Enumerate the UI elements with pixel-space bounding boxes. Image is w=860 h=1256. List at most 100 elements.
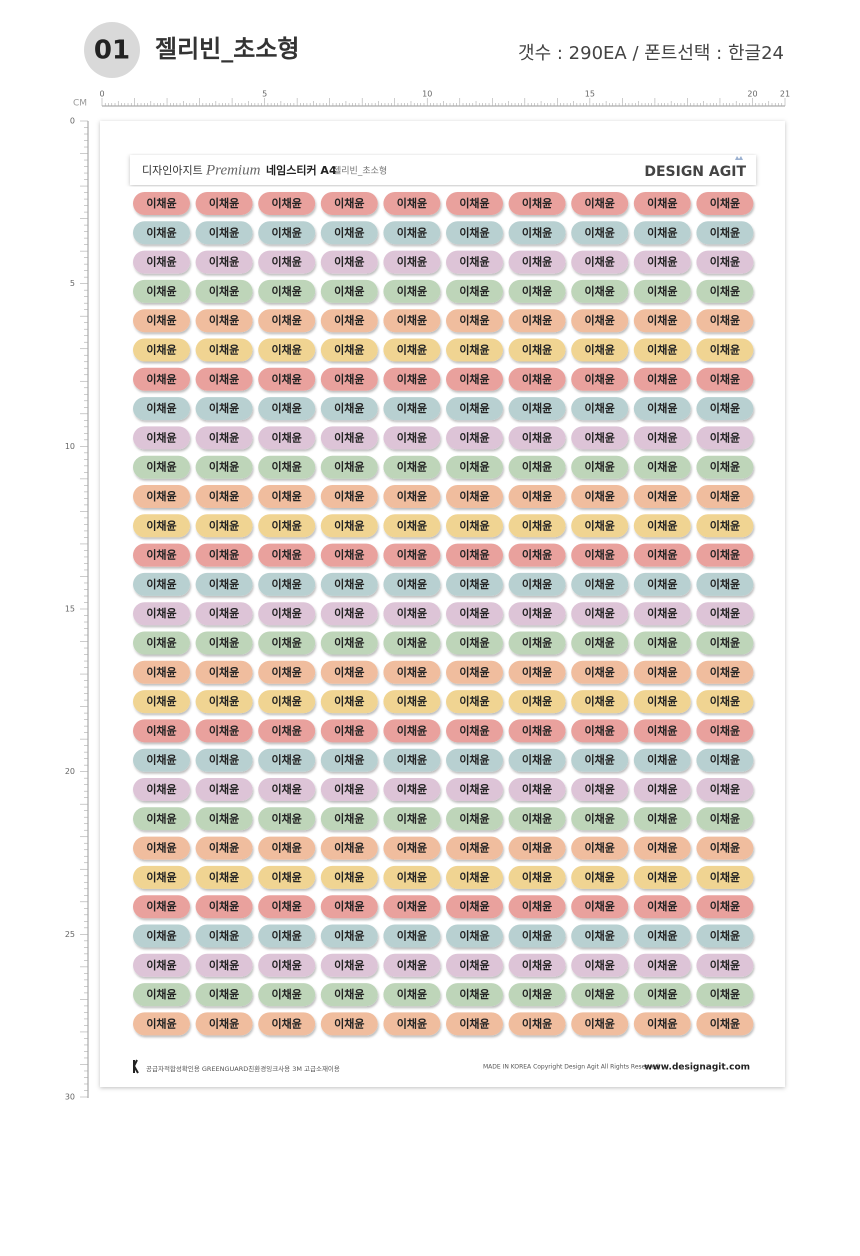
sticker xyxy=(571,719,629,743)
sticker-label: 이채윤 xyxy=(334,401,364,415)
sticker-label: 이채윤 xyxy=(209,929,239,943)
sticker xyxy=(508,309,566,333)
sticker xyxy=(133,309,190,333)
sticker-label: 이채윤 xyxy=(710,343,740,357)
sticker xyxy=(320,631,378,655)
sticker xyxy=(258,660,316,684)
sticker-label: 이채윤 xyxy=(334,313,364,327)
sticker-label: 이채윤 xyxy=(272,899,302,913)
sticker xyxy=(571,367,629,391)
sticker-label: 이채윤 xyxy=(647,929,677,943)
sticker-label: 이채윤 xyxy=(585,313,615,327)
sticker-label: 이채윤 xyxy=(209,782,239,796)
sticker-label: 이채윤 xyxy=(647,723,677,737)
sticker xyxy=(133,338,190,362)
sticker-label: 이채윤 xyxy=(522,782,552,796)
sticker xyxy=(195,690,253,714)
sticker-label: 이채윤 xyxy=(459,548,489,562)
ruler-label: 0 xyxy=(70,117,75,126)
sticker xyxy=(383,455,441,479)
sticker-label: 이채윤 xyxy=(146,606,176,620)
sticker xyxy=(258,836,316,860)
sticker xyxy=(508,690,566,714)
sticker-label: 이채윤 xyxy=(334,548,364,562)
sticker xyxy=(446,192,503,215)
sticker xyxy=(696,748,754,772)
sticker-label: 이채윤 xyxy=(710,284,740,298)
sticker xyxy=(571,602,629,626)
sticker xyxy=(696,426,754,450)
sticker-label: 이채윤 xyxy=(334,577,364,591)
sticker xyxy=(195,338,253,362)
sticker-label: 이채윤 xyxy=(459,196,489,210)
sticker-label: 이채윤 xyxy=(146,753,176,767)
logo: DESIGN AGIT xyxy=(644,164,746,180)
sticker-label: 이채윤 xyxy=(272,343,302,357)
sticker xyxy=(446,572,503,596)
sticker xyxy=(633,367,691,391)
sticker-label: 이채윤 xyxy=(397,460,427,474)
sticker xyxy=(571,221,629,245)
sticker xyxy=(633,1012,691,1036)
sticker-label: 이채윤 xyxy=(397,489,427,503)
sticker xyxy=(696,602,754,626)
sticker xyxy=(320,572,378,596)
sticker xyxy=(195,836,253,860)
sticker-label: 이채윤 xyxy=(272,929,302,943)
sticker xyxy=(571,455,629,479)
sticker xyxy=(571,748,629,772)
sticker-label: 이채윤 xyxy=(397,782,427,796)
sticker xyxy=(133,192,190,215)
sticker xyxy=(633,748,691,772)
sticker xyxy=(696,953,754,977)
sticker xyxy=(320,865,378,889)
sticker xyxy=(633,836,691,860)
sticker-label: 이채윤 xyxy=(334,694,364,708)
sticker-label: 이채윤 xyxy=(459,1016,489,1030)
sticker xyxy=(508,221,566,245)
sticker xyxy=(633,807,691,831)
sticker-label: 이채윤 xyxy=(209,958,239,972)
sticker xyxy=(446,924,503,948)
sticker xyxy=(633,485,691,508)
sticker xyxy=(571,807,629,831)
sticker-label: 이채윤 xyxy=(585,899,615,913)
sticker-label: 이채윤 xyxy=(647,782,677,796)
sticker xyxy=(571,250,629,274)
sticker-label: 이채윤 xyxy=(647,870,677,884)
ruler-unit: CM xyxy=(73,99,87,109)
sticker xyxy=(320,748,378,772)
sticker-label: 이채윤 xyxy=(585,636,615,650)
sticker xyxy=(571,778,629,801)
sticker-label: 이채윤 xyxy=(522,313,552,327)
sticker xyxy=(571,426,629,450)
sticker xyxy=(383,250,441,274)
sticker-label: 이채윤 xyxy=(209,636,239,650)
ruler-label: 30 xyxy=(65,1093,75,1102)
sticker-label: 이채윤 xyxy=(334,636,364,650)
sticker xyxy=(508,807,566,831)
sticker xyxy=(696,719,754,743)
sticker xyxy=(508,1012,566,1036)
sticker xyxy=(133,221,190,245)
sticker-label: 이채윤 xyxy=(334,958,364,972)
sticker-label: 이채윤 xyxy=(209,1016,239,1030)
sticker-label: 이채윤 xyxy=(397,1016,427,1030)
sticker xyxy=(446,836,503,860)
sticker xyxy=(696,338,754,362)
sticker xyxy=(383,953,441,977)
sticker-label: 이채윤 xyxy=(209,255,239,269)
sticker-label: 이채윤 xyxy=(459,841,489,855)
sticker-label: 이채윤 xyxy=(209,284,239,298)
sticker-label: 이채윤 xyxy=(272,811,302,825)
sticker xyxy=(383,836,441,860)
sticker-label: 이채윤 xyxy=(647,636,677,650)
sticker-label: 이채윤 xyxy=(146,870,176,884)
sticker-label: 이채윤 xyxy=(522,577,552,591)
sticker-label: 이채윤 xyxy=(272,548,302,562)
sticker xyxy=(258,485,316,508)
sticker-label: 이채윤 xyxy=(459,958,489,972)
sticker xyxy=(696,836,754,860)
sticker xyxy=(383,514,441,538)
